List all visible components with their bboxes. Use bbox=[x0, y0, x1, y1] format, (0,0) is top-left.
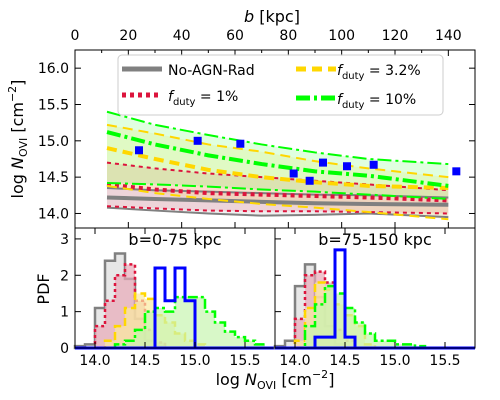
hist-x-tick-label: 15.5 bbox=[429, 353, 460, 369]
hist-x-tick-label: 14.5 bbox=[129, 353, 160, 369]
bottom-left-panel: 14.0 14.5 15.0 15.5 0 1 2 3 b=0-75 kpc bbox=[60, 227, 276, 369]
bottom-left-histograms bbox=[73, 252, 275, 350]
top-y-tick-label: 15.0 bbox=[38, 134, 69, 150]
hist-x-tick-label: 15.0 bbox=[179, 353, 210, 369]
median-line-2 bbox=[106, 146, 449, 191]
top-x-tick-label: 120 bbox=[382, 28, 409, 44]
band-edge-low-3 bbox=[106, 181, 449, 200]
top-x-tick-label: 40 bbox=[173, 28, 191, 44]
legend-label-fduty-10: fduty = 10% bbox=[337, 92, 416, 111]
top-series-lines bbox=[106, 110, 449, 221]
observation-point bbox=[236, 139, 245, 148]
band-edge-low-0 bbox=[106, 206, 449, 219]
legend-label-fduty-3: fduty = 3.2% bbox=[337, 63, 421, 82]
top-y-axis-ticks: 14.0 14.5 15.0 15.5 16.0 bbox=[38, 61, 475, 222]
hist-y-tick-label: 3 bbox=[60, 232, 69, 248]
legend-label-fduty-1: fduty = 1% bbox=[168, 89, 238, 108]
top-y-axis-title: log NOVI [cm−2] bbox=[6, 80, 30, 199]
bottom-x-axis-title: log NOVI [cm−2] bbox=[216, 368, 335, 392]
band-edge-high-1 bbox=[106, 161, 449, 192]
hist-x-tick-label: 15.5 bbox=[229, 353, 260, 369]
median-line-0 bbox=[106, 195, 449, 207]
hist-x-tick-label: 15.0 bbox=[379, 353, 410, 369]
top-y-tick-label: 16.0 bbox=[38, 61, 69, 77]
observation-point bbox=[289, 169, 298, 178]
observation-point bbox=[369, 160, 378, 169]
band-edge-high-3 bbox=[106, 110, 449, 166]
band-edge-low-2 bbox=[106, 184, 449, 221]
bottom-right-histograms bbox=[273, 248, 475, 350]
hist-x-tick-label: 14.0 bbox=[279, 353, 310, 369]
legend-label-no-agn: No-AGN-Rad bbox=[168, 63, 255, 79]
top-x-tick-label: 80 bbox=[279, 28, 297, 44]
top-y-tick-label: 14.0 bbox=[38, 206, 69, 222]
bottom-left-axis-ticks: 14.0 14.5 15.0 15.5 0 1 2 3 bbox=[60, 228, 261, 369]
top-observation-points bbox=[135, 136, 461, 185]
observation-point bbox=[193, 136, 202, 145]
hist-y-tick-label: 0 bbox=[60, 341, 69, 357]
top-panel: 0 20 40 60 80 100 120 140 14.014.515.015.516.0 … bbox=[6, 7, 476, 229]
top-y-tick-label: 14.5 bbox=[38, 170, 69, 186]
observation-point bbox=[452, 167, 461, 176]
histogram-3 bbox=[75, 295, 275, 350]
top-y-tick-label: 15.5 bbox=[38, 97, 69, 113]
hist-y-tick-label: 1 bbox=[60, 305, 69, 321]
bottom-right-panel-title: b=75-150 kpc bbox=[318, 230, 432, 249]
bottom-right-axis-ticks: 14.0 14.5 15.0 15.5 bbox=[275, 228, 461, 369]
bottom-right-panel: 14.0 14.5 15.0 15.5 b=75-150 kpc bbox=[273, 227, 476, 369]
median-line-1 bbox=[106, 182, 449, 203]
bottom-right-plot-frame bbox=[274, 227, 476, 349]
top-x-tick-label: 60 bbox=[226, 28, 244, 44]
top-x-axis-title: b [kpc] bbox=[244, 7, 300, 26]
band-edge-high-2 bbox=[106, 123, 449, 179]
top-x-tick-label: 100 bbox=[328, 28, 355, 44]
median-line-3 bbox=[106, 130, 449, 188]
observation-point bbox=[343, 162, 351, 171]
legend: No-AGN-Rad fduty = 1% fduty = 3.2% fduty… bbox=[117, 54, 444, 116]
hist-y-tick-label: 2 bbox=[60, 268, 69, 284]
top-x-tick-label: 20 bbox=[119, 28, 137, 44]
hist-x-tick-label: 14.0 bbox=[79, 353, 110, 369]
top-x-axis-ticks: 0 20 40 60 80 100 120 140 bbox=[71, 28, 462, 228]
bottom-left-panel-title: b=0-75 kpc bbox=[128, 230, 221, 249]
observation-point bbox=[319, 158, 327, 167]
hist-x-tick-label: 14.5 bbox=[329, 353, 360, 369]
top-x-tick-label: 140 bbox=[435, 28, 462, 44]
band-edge-low-1 bbox=[106, 205, 449, 215]
bottom-y-axis-title: PDF bbox=[34, 273, 53, 304]
top-x-tick-label: 0 bbox=[71, 28, 80, 44]
legend-box bbox=[117, 54, 444, 116]
observation-point bbox=[305, 176, 314, 185]
observation-point bbox=[135, 146, 143, 155]
